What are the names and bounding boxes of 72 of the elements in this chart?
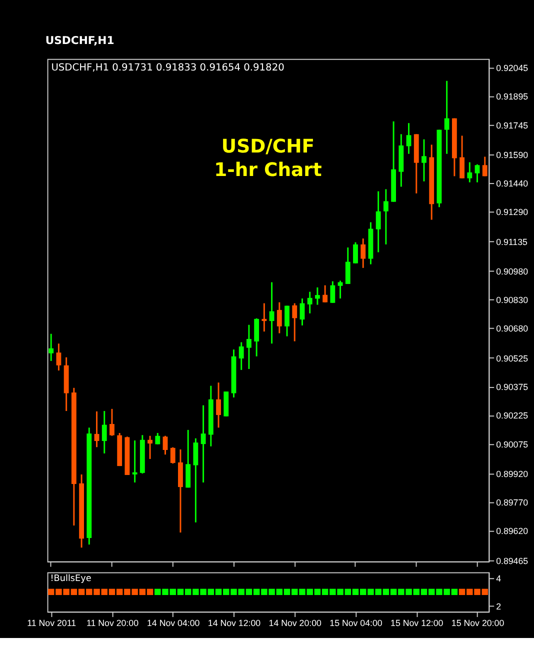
candlestick xyxy=(345,246,350,285)
category-label: 14 Nov 12:00 xyxy=(208,618,261,628)
candlestick xyxy=(269,282,274,344)
candlestick xyxy=(460,134,465,180)
candlestick xyxy=(170,446,176,464)
y-tick-label: 0.90680 xyxy=(496,324,528,334)
candlestick xyxy=(148,435,152,460)
candlestick xyxy=(276,302,282,334)
candlestick xyxy=(110,408,114,437)
category-label: 15 Nov 04:00 xyxy=(330,618,382,628)
candlestick xyxy=(284,305,290,338)
y-tick-label: 0.90225 xyxy=(496,410,528,421)
y-tick-label: 0.91290 xyxy=(496,207,528,218)
candlestick xyxy=(314,286,320,306)
y-tick-label: 0.90980 xyxy=(496,266,528,276)
candlestick xyxy=(474,164,480,184)
text: USDCHF,H1 xyxy=(45,34,114,48)
candlestick xyxy=(322,284,328,304)
category-label: 11 Nov 20:00 xyxy=(86,618,138,628)
chart-title: !BullsEye xyxy=(50,574,92,584)
candlestick xyxy=(330,280,336,304)
candlestick xyxy=(262,302,267,332)
y-tick-label: 0.90375 xyxy=(496,382,528,392)
candlestick xyxy=(444,80,450,155)
category-label: 14 Nov 20:00 xyxy=(268,618,322,628)
y-tick-label: 0.91895 xyxy=(496,92,528,102)
candlestick xyxy=(376,190,381,253)
candlestick xyxy=(200,404,206,484)
y-tick-label: 0.91135 xyxy=(496,236,528,247)
y-tick-label: 0.91590 xyxy=(496,150,528,160)
y-tick-label: 0.90830 xyxy=(496,295,528,306)
candlestick xyxy=(186,429,191,488)
candlestick xyxy=(300,298,305,326)
y-tick-label: 0.92045 xyxy=(496,62,528,73)
candlestick xyxy=(56,342,62,372)
candlestick xyxy=(422,138,426,182)
category-label: 14 Nov 04:00 xyxy=(147,618,200,628)
candlestick xyxy=(353,242,358,264)
candlestick xyxy=(383,188,388,246)
candlestick xyxy=(48,333,54,362)
candlestick xyxy=(338,280,343,300)
y-tick-label: 0.91745 xyxy=(496,120,528,130)
candlestick xyxy=(246,324,252,370)
y-tick-label: 0.91440 xyxy=(496,178,528,189)
category-label: 11 Nov 2011 xyxy=(27,618,76,628)
candlestick xyxy=(467,162,472,184)
candlestick xyxy=(94,410,100,448)
y-tick-label: 0.90075 xyxy=(496,439,528,450)
y-tick-label: 0.89920 xyxy=(496,468,528,479)
candlestick xyxy=(155,432,160,445)
candlestick xyxy=(307,291,312,314)
candlestick xyxy=(254,318,260,358)
candlestick xyxy=(216,382,221,428)
category-label: 15 Nov 12:00 xyxy=(390,618,444,628)
candlestick xyxy=(238,341,244,371)
category-label: 15 Nov 20:00 xyxy=(451,618,504,628)
candlestick xyxy=(162,435,168,456)
candlestick xyxy=(132,440,138,484)
candlestick xyxy=(102,410,107,454)
candlestick xyxy=(360,238,366,269)
candlestick xyxy=(482,156,488,177)
candlestick xyxy=(406,122,412,155)
candlestick xyxy=(292,302,298,342)
y-tick-label: 0.90525 xyxy=(496,353,528,364)
text: USD/CHF 1-hr Chart xyxy=(214,136,322,182)
candlestick xyxy=(193,438,198,524)
y-tick-label: 4 xyxy=(496,573,502,584)
y-tick-label: 2 xyxy=(496,601,502,612)
annotation: USDCHF,H1 0.91731 0.91833 0.91654 0.91820 xyxy=(51,62,284,74)
y-tick-label: 0.89465 xyxy=(496,556,528,566)
y-tick-label: 0.89620 xyxy=(496,526,528,536)
y-tick-label: 0.89770 xyxy=(496,498,528,508)
